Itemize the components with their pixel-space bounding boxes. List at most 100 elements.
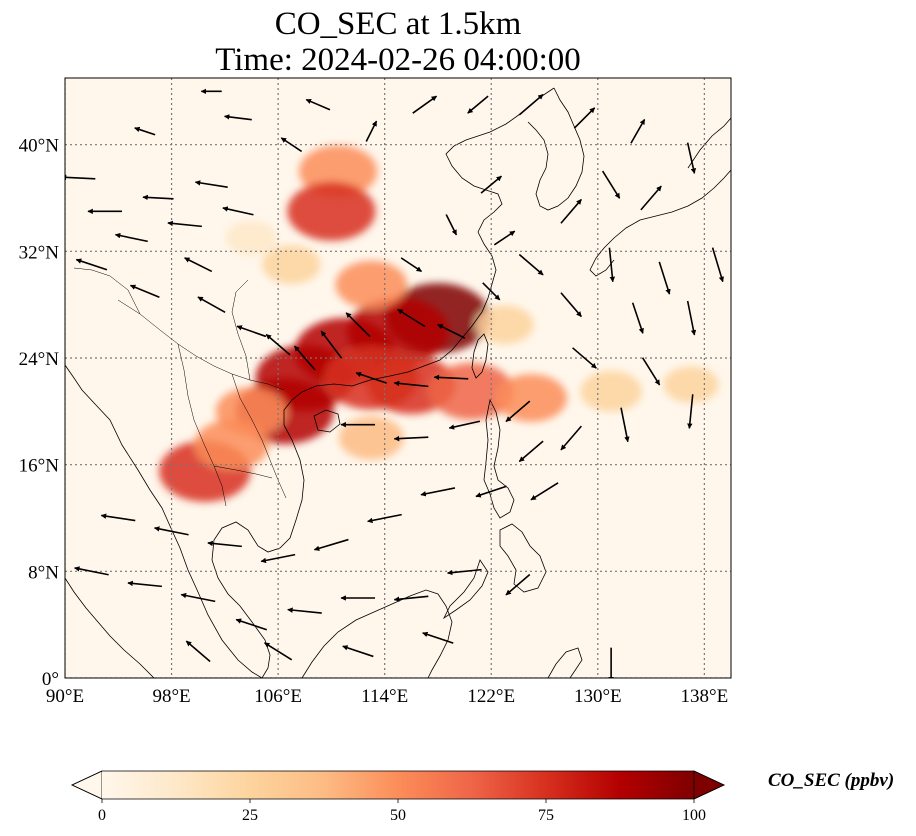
colorbar-tick-labels: 0 25 50 75 100 — [98, 799, 706, 824]
colorbar-tick-label: 0 — [98, 807, 106, 824]
wind-vector-arrow — [505, 400, 531, 423]
wind-vector-arrow — [167, 220, 202, 228]
wind-vector-arrow — [393, 380, 429, 388]
latitude-tick-label: 8°N — [28, 562, 59, 583]
latitude-tick-labels: 0° 8°N 16°N 24°N 32°N 40°N — [19, 136, 60, 690]
longitude-tick-label: 106°E — [254, 686, 302, 707]
latitude-tick-label: 24°N — [19, 349, 60, 370]
gridlines-layer — [65, 78, 731, 678]
longitude-tick-labels: 90°E 98°E 106°E 114°E 122°E 130°E 138°E — [46, 686, 728, 707]
latitude-tick-label: 16°N — [19, 456, 60, 477]
coastline-korea — [527, 87, 585, 211]
wind-vector-arrow — [142, 194, 174, 201]
wind-vector-arrow — [518, 93, 544, 116]
wind-vector-arrow — [493, 230, 516, 246]
wind-vector-arrow — [320, 330, 343, 359]
coastline-japan — [589, 117, 731, 277]
wind-vector-arrow — [530, 482, 559, 501]
coastline-taiwan — [471, 333, 489, 379]
wind-vector-arrow — [393, 595, 429, 602]
wind-vector-arrow — [640, 185, 662, 211]
wind-vector-arrow — [658, 261, 671, 295]
co-concentration-patch — [225, 220, 278, 256]
wind-vector-arrow — [480, 175, 502, 194]
co-concentration-patch — [338, 416, 404, 460]
map-title-line1: CO_SEC at 1.5km — [274, 6, 522, 42]
wind-vector-arrow — [475, 485, 507, 498]
wind-vector-arrow — [420, 487, 456, 497]
wind-vector-arrow — [518, 253, 544, 276]
wind-vector-arrow — [355, 371, 387, 384]
colorbar-tick-label: 25 — [242, 807, 258, 824]
coastline-indochina-china — [65, 87, 555, 678]
coastline-celebes — [547, 647, 583, 678]
wind-vector-arrow — [711, 247, 724, 283]
co-concentration-patch — [335, 260, 408, 309]
wind-vector-arrow — [437, 323, 466, 339]
wind-vector-arrow — [572, 347, 597, 369]
wind-vector-arrow — [74, 566, 109, 576]
wind-vector-arrow — [264, 642, 293, 661]
colorbar-high-extension — [693, 770, 725, 800]
wind-vector-arrow — [518, 440, 544, 463]
co-concentration-patch — [215, 387, 288, 436]
wind-vector-arrow — [265, 333, 291, 356]
coastline-hainan — [313, 409, 341, 433]
map-title-line2: Time: 2024-02-26 04:00:00 — [215, 42, 581, 78]
colorbar-tick-label: 50 — [390, 807, 406, 824]
co-concentration-patch — [580, 370, 643, 412]
co-concentration-patch — [663, 366, 719, 404]
border-lines — [73, 267, 287, 507]
wind-vector-arrow — [127, 580, 162, 588]
map-frame — [64, 77, 732, 679]
wind-vector-arrow — [422, 631, 454, 644]
wind-vector-arrow — [154, 526, 189, 536]
wind-vector-arrow — [313, 538, 349, 551]
wind-vector-arrow — [560, 425, 582, 451]
wind-vector-arrow — [194, 180, 228, 189]
longitude-tick-label: 138°E — [681, 686, 729, 707]
wind-vector-arrow — [630, 118, 646, 144]
wind-vector-arrow — [114, 232, 148, 243]
coastline-philippines-south — [442, 523, 547, 620]
wind-vector-arrow — [467, 95, 489, 114]
wind-vector-arrow — [75, 258, 108, 271]
wind-vector-arrow — [235, 618, 268, 631]
co-concentration-patch — [475, 305, 534, 345]
wind-vector-arrow — [65, 174, 96, 181]
co-concentration-patch — [262, 245, 321, 285]
wind-vector-arrow — [445, 214, 458, 236]
wind-vector-arrow — [342, 645, 374, 658]
wind-vector-arrow — [224, 114, 252, 121]
coastlines-layer — [65, 87, 731, 678]
longitude-tick-label: 114°E — [361, 686, 408, 707]
co-concentration-patch — [495, 374, 568, 422]
coastline-sumatra — [65, 577, 155, 678]
wind-vector-arrow — [620, 407, 630, 443]
wind-vector-arrow — [367, 513, 402, 524]
co-concentration-patch — [287, 181, 376, 241]
wind-vector-arrow — [448, 420, 481, 430]
wind-vector-arrow — [686, 142, 697, 174]
colorbar-title: CO_SEC (ppbv) — [768, 770, 895, 791]
wind-vector-arrow — [397, 308, 426, 328]
wind-vector-arrow — [601, 170, 621, 199]
wind-vector-arrow — [236, 325, 267, 338]
longitude-tick-label: 130°E — [574, 686, 622, 707]
colorbar-gradient-bar — [102, 771, 694, 799]
wind-vector-arrow — [184, 257, 213, 273]
longitude-tick-label: 122°E — [467, 686, 515, 707]
wind-vector-arrow — [573, 107, 596, 129]
wind-vector-arrow — [505, 573, 531, 596]
wind-vector-arrow — [180, 592, 216, 603]
wind-vector-arrow — [560, 198, 582, 224]
wind-vector-arrow — [129, 284, 160, 299]
wind-vector-arrow — [280, 137, 303, 153]
wind-vector-arrow — [260, 553, 296, 564]
latitude-tick-label: 40°N — [19, 136, 60, 157]
wind-vector-arrow — [100, 513, 136, 522]
wind-vector-arrow — [287, 607, 322, 614]
colorbar-tick-label: 75 — [538, 807, 554, 824]
wind-vector-arrow — [641, 357, 661, 386]
